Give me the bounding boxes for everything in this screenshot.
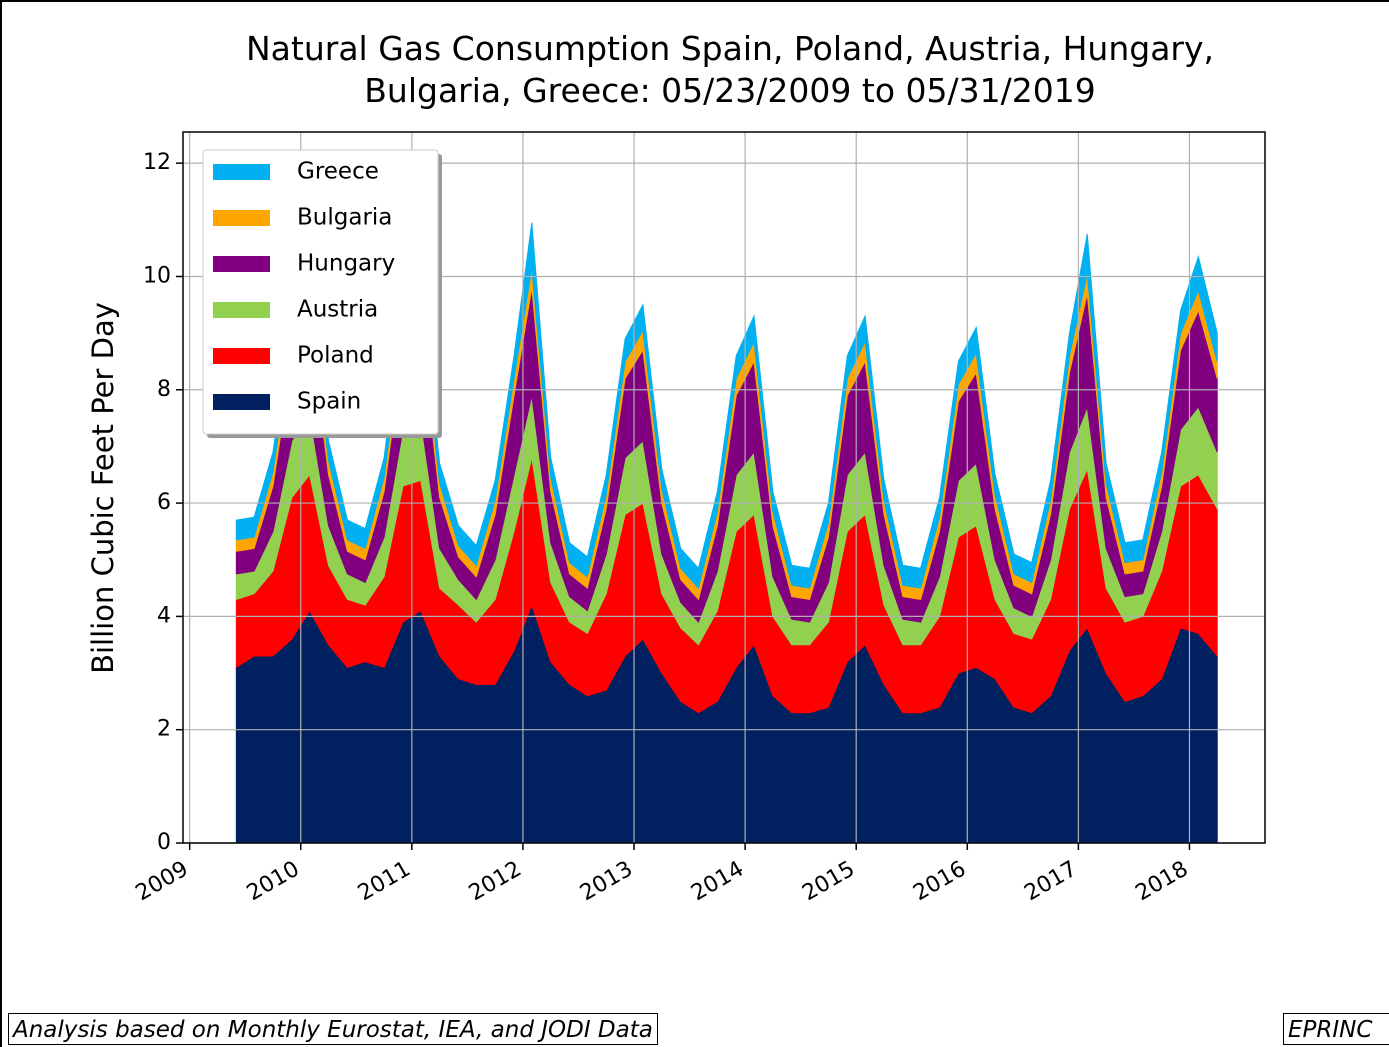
chart-title: Natural Gas Consumption Spain, Poland, A… (245, 29, 1215, 110)
credit-note: EPRINC (1283, 1013, 1389, 1045)
y-tick-label: 10 (143, 263, 171, 288)
legend-label: Spain (297, 389, 361, 415)
y-axis-label: Billion Cubic Feet Per Day (86, 302, 120, 674)
legend-label: Poland (297, 343, 374, 369)
x-tick-label: 2017 (1020, 857, 1081, 907)
legend-swatch (213, 256, 270, 272)
x-tick-label: 2010 (243, 857, 304, 907)
legend-swatch (213, 210, 270, 226)
y-tick-label: 2 (157, 717, 171, 742)
x-tick-label: 2015 (798, 857, 859, 907)
legend-swatch (213, 164, 270, 180)
x-tick-label: 2009 (132, 857, 193, 907)
legend-swatch (213, 302, 270, 318)
y-tick-label: 0 (157, 830, 171, 855)
legend-swatch (213, 348, 270, 364)
x-tick-label: 2011 (354, 857, 415, 907)
source-note: Analysis based on Monthly Eurostat, IEA,… (8, 1013, 658, 1045)
x-tick-label: 2012 (465, 857, 526, 907)
y-tick-label: 6 (157, 490, 171, 515)
y-tick-label: 8 (157, 377, 171, 402)
y-tick-label: 12 (143, 150, 171, 175)
legend-swatch (213, 394, 270, 410)
plot-border (182, 131, 1266, 844)
x-tick-label: 2014 (687, 857, 748, 907)
x-tick-label: 2013 (576, 857, 637, 907)
x-tick-label: 2018 (1131, 857, 1192, 907)
legend-label: Hungary (297, 251, 395, 277)
legend-label: Bulgaria (297, 205, 392, 231)
legend-label: Austria (297, 297, 378, 323)
y-tick-label: 4 (157, 603, 171, 628)
x-tick-label: 2016 (909, 857, 970, 907)
legend-label: Greece (297, 159, 379, 185)
